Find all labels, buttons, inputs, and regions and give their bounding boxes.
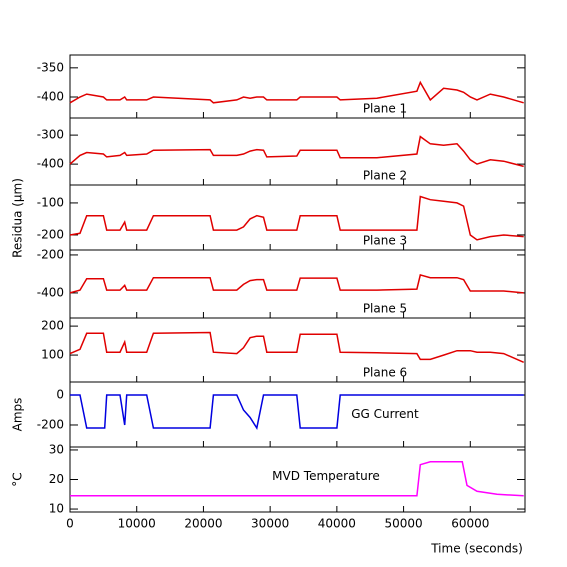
x-tick-label: 20000 (184, 517, 222, 531)
y-tick-label: -400 (37, 157, 64, 171)
panel-label: Plane 1 (363, 102, 407, 116)
x-tick-label: 10000 (118, 517, 156, 531)
panel-label: Plane 6 (363, 366, 407, 380)
x-tick-label: 60000 (451, 517, 489, 531)
y-tick-label: -300 (37, 128, 64, 142)
y-axis-label: Amps (11, 398, 25, 432)
y-tick-label: -400 (37, 90, 64, 104)
data-line (69, 80, 524, 104)
panel-label: Plane 3 (363, 234, 407, 248)
x-tick-label: 0 (66, 517, 74, 531)
y-tick-label: -400 (37, 285, 64, 299)
panel-label: Plane 5 (363, 302, 407, 316)
data-line (69, 331, 524, 363)
y-tick-label: -100 (37, 195, 64, 209)
x-tick-label: 30000 (251, 517, 289, 531)
data-line (69, 195, 524, 241)
y-tick-label: 30 (49, 442, 64, 456)
x-axis-label: Time (seconds) (430, 542, 523, 556)
data-line (69, 135, 524, 168)
y-tick-label: 200 (41, 319, 64, 333)
y-tick-label: -200 (37, 227, 64, 241)
y-tick-label: -350 (37, 60, 64, 74)
panel-label: MVD Temperature (272, 469, 380, 483)
x-tick-label: 40000 (318, 517, 356, 531)
y-tick-label: 100 (41, 348, 64, 362)
y-tick-label: -200 (37, 247, 64, 261)
x-tick-label: 50000 (384, 517, 422, 531)
data-line (70, 461, 524, 497)
data-line (69, 273, 524, 294)
data-line (70, 394, 524, 430)
y-tick-label: 0 (56, 388, 64, 402)
y-axis-label: Residua (μm) (11, 178, 25, 258)
y-tick-label: 10 (49, 502, 64, 516)
y-axis-label: °C (11, 472, 25, 486)
panel-label: Plane 2 (363, 169, 407, 183)
panel-label: GG Current (351, 407, 419, 421)
y-tick-label: 20 (49, 472, 64, 486)
y-tick-label: -200 (37, 417, 64, 431)
